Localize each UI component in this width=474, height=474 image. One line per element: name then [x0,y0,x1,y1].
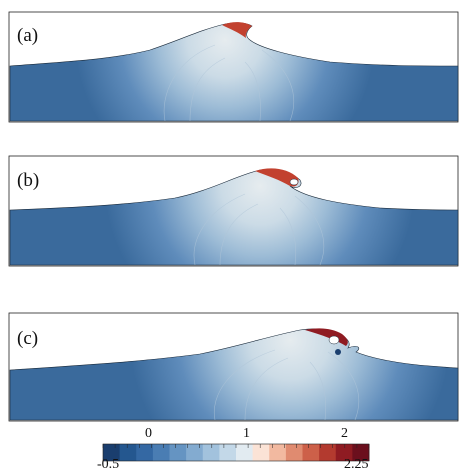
colorbar-cell [269,444,287,461]
colorbar-cell [119,444,137,461]
colorbar-cell [136,444,154,461]
wave-panel-a [8,11,459,123]
domain-frame [8,312,459,422]
colorbar-cell [202,444,220,461]
wave-panel-c [8,312,459,422]
contour-lines [163,44,294,122]
panel-label-a: (a) [17,25,39,46]
colorbar-tick-2: 2 [341,426,348,441]
colorbar-frame [102,443,370,462]
colorbar-cell [319,444,337,461]
panel-label-b: (b) [17,170,40,191]
colorbar-min-label: -0.5 [97,457,120,472]
colorbar-cell [219,444,237,461]
panel-label-c: (c) [17,328,39,349]
air-pocket [328,335,340,345]
colorbar-tick-1: 1 [243,426,250,441]
contour-lines [213,349,359,421]
air-pocket [289,178,299,186]
colorbar-max-label: 2.25 [344,457,369,472]
contour-lines [193,193,325,266]
wave-surface [9,169,459,266]
colorbar-cell [169,444,187,461]
wave-surface [9,328,459,421]
vortex [335,349,341,355]
colorbar-tick-0: 0 [145,426,152,441]
colorbar-cell [186,444,204,461]
colorbar-cell [152,444,170,461]
wave-panel-b [8,155,459,267]
colorbar-cell [252,444,270,461]
wave-surface [9,22,459,122]
wave-crest-high-pressure [255,168,299,187]
wave-crest-high-pressure [222,22,252,38]
colorbar-cell [285,444,303,461]
colorbar-cell [302,444,320,461]
wave-crest-high-pressure [305,328,348,346]
colorbar-cell [236,444,254,461]
